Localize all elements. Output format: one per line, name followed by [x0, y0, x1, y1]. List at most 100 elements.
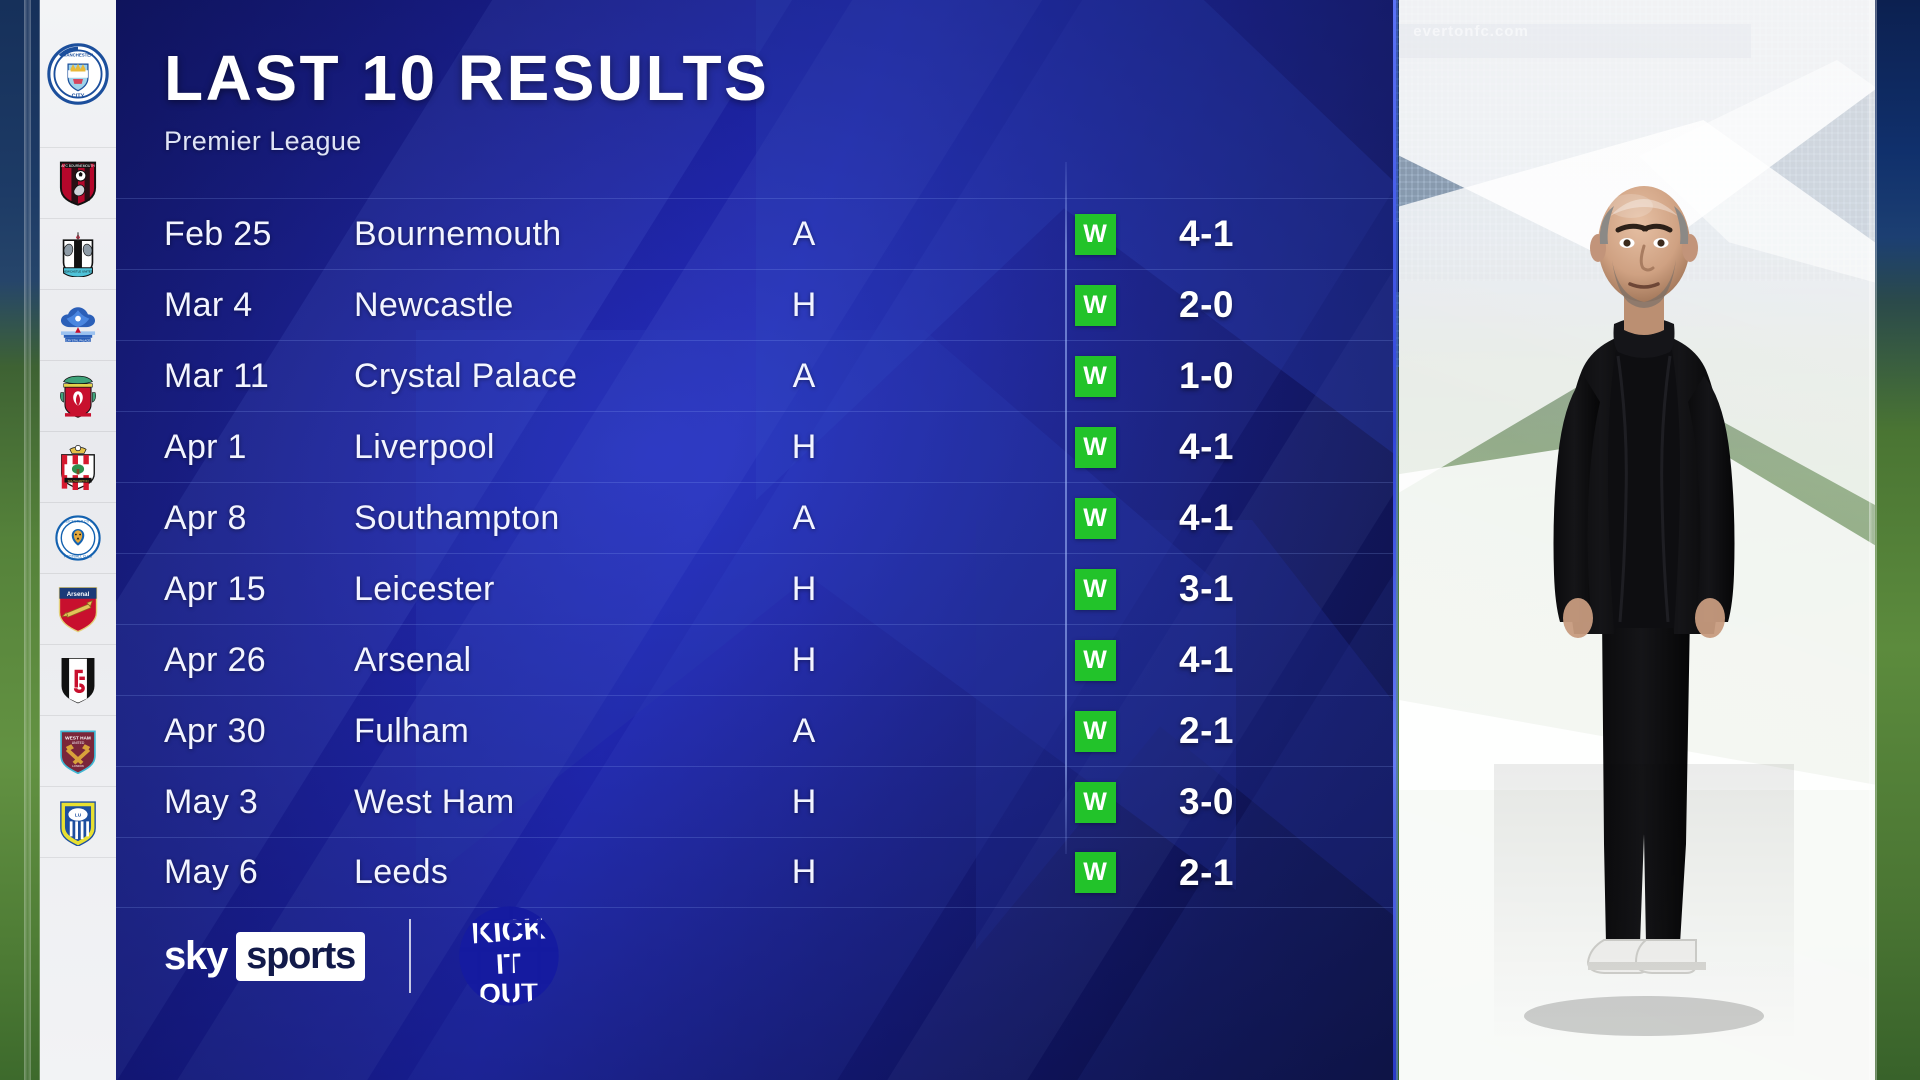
west-ham-crest: WEST HAM UNITED LONDON: [60, 730, 96, 774]
match-opponent: Leicester: [354, 569, 495, 608]
page-title: LAST 10 RESULTS: [164, 42, 770, 114]
leicester-crest: LEICESTER CITY FOOTBALL CLUB: [55, 515, 101, 561]
crest-cell-leeds: LU: [40, 787, 116, 858]
match-opponent: Newcastle: [354, 285, 514, 324]
match-score: 2-1: [1179, 851, 1234, 893]
liverpool-crest: [60, 375, 96, 418]
kick-it-out-logo: KICK IT OUT: [459, 906, 559, 1006]
outcome-badge: W: [1074, 213, 1116, 255]
svg-text:FOOTBALL CLUB: FOOTBALL CLUB: [64, 555, 93, 559]
match-venue: A: [792, 498, 816, 537]
match-score: 3-1: [1179, 568, 1234, 609]
svg-text:CRYSTAL PALACE: CRYSTAL PALACE: [66, 338, 91, 342]
match-date: Mar 4: [164, 285, 253, 324]
crystal-palace-crest: CRYSTAL PALACE: [60, 307, 96, 342]
table-row[interactable]: May 3 West Ham H W 3-0: [116, 766, 1396, 837]
match-opponent: Crystal Palace: [354, 356, 578, 395]
match-score: 2-0: [1179, 284, 1234, 325]
page-subtitle: Premier League: [164, 126, 362, 156]
outcome-badge: W: [1074, 568, 1116, 610]
outcome-badge: W: [1074, 426, 1116, 468]
match-opponent: Southampton: [354, 498, 560, 537]
match-date: May 3: [164, 782, 259, 821]
svg-text:LU: LU: [75, 813, 82, 819]
match-venue: A: [792, 356, 816, 395]
table-row[interactable]: Mar 11 Crystal Palace A W 1-0: [116, 340, 1396, 411]
match-score: 3-0: [1179, 781, 1234, 822]
svg-text:CITY: CITY: [72, 93, 85, 99]
match-venue: H: [791, 782, 817, 821]
crest-cell-crystal-palace: CRYSTAL PALACE: [40, 290, 116, 361]
svg-text:MANCHESTER: MANCHESTER: [63, 52, 94, 57]
fulham-crest: [61, 658, 95, 704]
svg-text:SOUTHAMPTON: SOUTHAMPTON: [68, 479, 89, 483]
crest-cell-southampton: SOUTHAMPTON: [40, 432, 116, 503]
panel-header: LAST 10 RESULTS Premier League: [164, 46, 769, 157]
match-score: 4-1: [1179, 213, 1234, 254]
svg-text:LEICESTER CITY: LEICESTER CITY: [64, 520, 93, 524]
match-date: Feb 25: [164, 214, 272, 253]
table-row[interactable]: Mar 4 Newcastle H W 2-0: [116, 269, 1396, 340]
manager-portrait: [1494, 186, 1794, 1044]
match-venue: A: [792, 711, 816, 750]
svg-text:NEWCASTLE UNITED: NEWCASTLE UNITED: [63, 269, 93, 273]
table-row[interactable]: Apr 30 Fulham A W 2-1: [116, 695, 1396, 766]
right-background-sliver: [1875, 0, 1920, 1080]
table-row[interactable]: Apr 1 Liverpool H W 4-1: [116, 411, 1396, 482]
match-opponent: West Ham: [354, 782, 515, 821]
southampton-crest: SOUTHAMPTON: [61, 445, 95, 490]
match-date: Apr 26: [164, 640, 266, 679]
results-panel: LAST 10 RESULTS Premier League Feb 25 Bo…: [116, 0, 1396, 1080]
svg-text:LONDON: LONDON: [72, 764, 84, 768]
table-row[interactable]: Apr 8 Southampton A W 4-1: [116, 482, 1396, 553]
match-date: May 6: [164, 853, 259, 891]
outcome-badge: W: [1074, 497, 1116, 539]
results-table: Feb 25 Bournemouth A W 4-1 Mar 4 Newcast…: [116, 162, 1396, 908]
table-row[interactable]: May 6 Leeds H W 2-1: [116, 837, 1396, 908]
crest-cell-arsenal: Arsenal: [40, 574, 116, 645]
footer-divider: [409, 919, 412, 993]
svg-text:AFC BOURNEMOUTH: AFC BOURNEMOUTH: [61, 164, 95, 168]
match-opponent: Liverpool: [354, 427, 495, 466]
match-score: 1-0: [1179, 355, 1234, 396]
match-venue: H: [791, 285, 817, 324]
crest-cell-liverpool: [40, 361, 116, 432]
arsenal-crest: Arsenal: [58, 587, 98, 633]
sports-wordmark-box: sports: [236, 931, 366, 981]
left-glass-edge: [24, 0, 31, 1080]
outcome-badge: W: [1074, 852, 1116, 893]
match-opponent: Leeds: [354, 853, 449, 891]
match-date: Apr 30: [164, 711, 266, 750]
svg-text:UNITED: UNITED: [72, 741, 85, 745]
crest-cell-leicester: LEICESTER CITY FOOTBALL CLUB: [40, 503, 116, 574]
match-score: 4-1: [1179, 497, 1234, 538]
outcome-badge: W: [1074, 781, 1116, 823]
kio-line2: IT: [495, 948, 522, 980]
footer-logos: sky sports KICK IT OUT: [164, 902, 563, 1010]
outcome-badge: W: [1074, 284, 1116, 326]
match-date: Apr 8: [164, 498, 247, 537]
outcome-badge: W: [1074, 639, 1116, 681]
manager-panel: evertonfc.com: [1399, 0, 1875, 1080]
match-venue: A: [792, 214, 816, 253]
crest-cell-west-ham: WEST HAM UNITED LONDON: [40, 716, 116, 787]
crest-rail-tail: [40, 858, 116, 1080]
panel-right-edge: [1393, 0, 1396, 1080]
newcastle-crest: NEWCASTLE UNITED: [62, 232, 94, 277]
match-score: 4-1: [1179, 426, 1234, 467]
outcome-badge: W: [1074, 710, 1116, 752]
right-glass-edge: [1869, 0, 1877, 1080]
sky-sports-logo: sky sports: [164, 931, 366, 981]
sports-wordmark: sports: [246, 934, 356, 977]
left-background-sliver: [0, 0, 40, 1080]
table-row[interactable]: Apr 15 Leicester H W 3-1: [116, 553, 1396, 624]
panel-vignette: [116, 0, 1396, 1080]
leeds-crest: LU: [60, 801, 96, 846]
manchester-city-crest: CITY MANCHESTER: [47, 42, 109, 105]
table-row[interactable]: Apr 26 Arsenal H W 4-1: [116, 624, 1396, 695]
column-divider: [1065, 162, 1067, 854]
svg-text:WEST HAM: WEST HAM: [65, 736, 91, 742]
match-date: Apr 15: [164, 569, 266, 608]
table-row[interactable]: Feb 25 Bournemouth A W 4-1: [116, 198, 1396, 269]
